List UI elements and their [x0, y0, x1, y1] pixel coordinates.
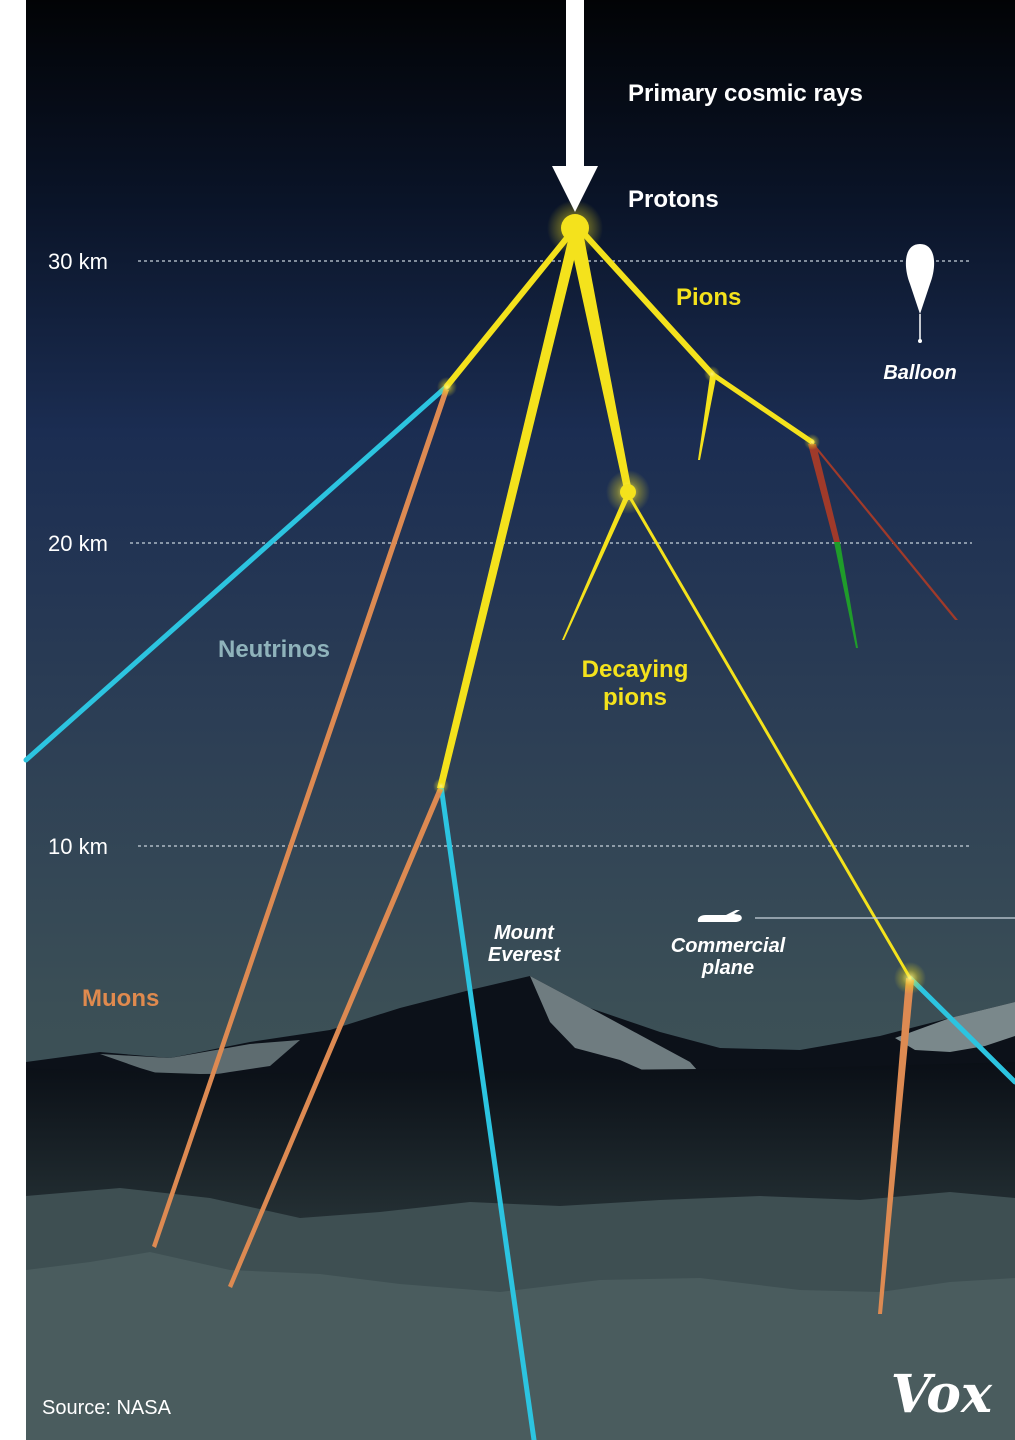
label-muons: Muons — [82, 985, 159, 1012]
arrow-head — [552, 166, 598, 212]
decay-branch-left — [562, 492, 630, 640]
mountain-snow-right — [895, 1002, 1015, 1052]
particle-tracks — [23, 223, 1015, 1440]
primary-ray-arrow — [552, 0, 598, 212]
interaction-points — [433, 200, 926, 994]
muon-track-left — [228, 788, 443, 1288]
pion-track-center — [568, 232, 632, 494]
split-point-red-glow — [804, 434, 820, 450]
split-point-center-glow — [433, 778, 449, 794]
label-everest-line2: Everest — [488, 944, 562, 966]
label-balloon: Balloon — [883, 362, 956, 384]
pion-track-long — [437, 232, 581, 788]
red-branch-long — [810, 442, 958, 620]
label-everest-line1: Mount — [494, 922, 555, 944]
pion-branch-short — [698, 376, 716, 460]
label-decaying-pions-line1: Decaying — [582, 656, 689, 683]
split-point-right-glow — [894, 962, 926, 994]
label-primary-cosmic-rays: Primary cosmic rays — [628, 80, 863, 107]
pion-track-right-lower — [709, 371, 815, 445]
altitude-label-20km: 20 km — [48, 531, 108, 556]
red-branch-short — [808, 444, 840, 542]
pion-track-right — [574, 223, 715, 377]
decay-branch-right — [626, 492, 912, 980]
label-plane-line1: Commercial — [671, 935, 786, 957]
neutrino-track-center — [438, 783, 537, 1440]
muon-track-right — [878, 978, 914, 1314]
neutrino-track-left — [23, 384, 449, 763]
vox-logo: Vox — [891, 1364, 993, 1425]
label-neutrinos: Neutrinos — [218, 636, 330, 663]
left-margin — [0, 0, 26, 1440]
muon-track-far-left — [152, 388, 449, 1248]
plane-icon — [697, 910, 1015, 922]
pion-track-left — [444, 225, 578, 389]
label-pions: Pions — [676, 284, 741, 311]
label-protons: Protons — [628, 186, 719, 213]
altitude-label-30km: 30 km — [48, 249, 108, 274]
source-credit: Source: NASA — [42, 1397, 172, 1419]
altitude-label-10km: 10 km — [48, 834, 108, 859]
arrow-shaft — [566, 0, 584, 170]
label-decaying-pions-line2: pions — [603, 684, 667, 711]
proton-collision-point — [561, 214, 589, 242]
split-point-upper-right-glow — [704, 366, 720, 382]
split-point-left-glow — [437, 377, 457, 397]
decay-point — [620, 484, 636, 500]
label-plane-line2: plane — [701, 957, 754, 979]
mountain-snow-left — [100, 1040, 300, 1080]
neutrino-track-right — [907, 975, 1015, 1085]
green-branch — [834, 542, 858, 648]
balloon-icon — [905, 244, 935, 343]
